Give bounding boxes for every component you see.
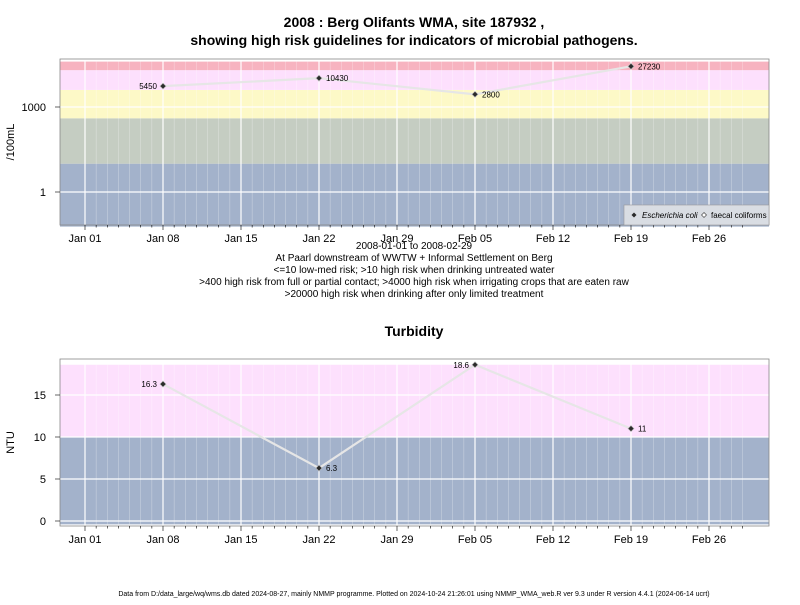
data-label: 5450 xyxy=(139,82,157,91)
data-point xyxy=(315,74,323,82)
turbidity-chart: Jan 01 Jan 08 Jan 15 Jan 22 Jan 29 Feb 05 Feb … xyxy=(5,358,770,546)
x-tick-label: Feb 19 xyxy=(614,534,648,546)
risk-band-2 xyxy=(60,89,769,119)
x-tick-label: Jan 29 xyxy=(380,233,413,245)
data-point xyxy=(471,361,479,369)
legend-label-ecoli: Escherichia coli xyxy=(642,211,698,220)
x-tick-label: Jan 08 xyxy=(146,233,179,245)
data-label: 6.3 xyxy=(326,464,338,473)
x-tick-label: Feb 12 xyxy=(536,233,570,245)
y-tick-label: 5 xyxy=(40,474,46,486)
x-tick-label: Feb 26 xyxy=(692,233,726,245)
microbial-chart: Jan 01 Jan 08 Jan 15 Jan 22 Jan 29 Feb 05 Feb … xyxy=(5,58,770,245)
y-axis-label: /100mL xyxy=(5,124,17,161)
x-tick-label: Jan 22 xyxy=(302,534,335,546)
data-label: 2800 xyxy=(482,90,500,99)
risk-band-1 xyxy=(60,364,769,437)
x-tick-label: Jan 29 xyxy=(380,534,413,546)
caption-site: At Paarl downstream of WWTW + Informal S… xyxy=(275,253,552,264)
data-point xyxy=(627,425,635,433)
y-tick-label: 0 xyxy=(40,516,46,528)
x-tick-label: Jan 22 xyxy=(302,233,335,245)
footer-note: Data from D:/data_large/wq/wms.db dated … xyxy=(118,591,709,598)
y-tick-label: 15 xyxy=(34,390,46,402)
x-tick-label: Feb 26 xyxy=(692,534,726,546)
legend-marker-ecoli xyxy=(631,212,637,218)
title-line-1: 2008 : Berg Olifants WMA, site 187932 , xyxy=(284,14,545,30)
title-line-2: showing high risk guidelines for indicat… xyxy=(190,32,637,48)
caption-treatment-risk: >20000 high risk when drinking after onl… xyxy=(285,289,544,300)
risk-band-1 xyxy=(60,118,769,164)
turbidity-title: Turbidity xyxy=(385,323,444,339)
data-point xyxy=(159,82,167,90)
x-tick-label: Jan 01 xyxy=(68,233,101,245)
x-tick-label: Jan 15 xyxy=(224,233,257,245)
series-line xyxy=(162,363,632,470)
data-point xyxy=(471,90,479,98)
data-point xyxy=(315,464,323,472)
x-tick-label: Feb 05 xyxy=(458,233,492,245)
y-axis-label: NTU xyxy=(5,431,17,454)
data-label: 11 xyxy=(638,425,647,434)
x-tick-label: Feb 05 xyxy=(458,534,492,546)
legend: Escherichia coli faecal coliforms xyxy=(623,204,770,226)
y-tick-label: 1 xyxy=(40,187,46,199)
risk-band-4 xyxy=(60,61,769,71)
plot-frame xyxy=(59,358,770,527)
x-tick-label: Jan 01 xyxy=(68,534,101,546)
plot-frame xyxy=(59,58,770,226)
data-point xyxy=(159,380,167,388)
y-tick-label: 10 xyxy=(34,432,46,444)
x-tick-label: Feb 19 xyxy=(614,233,648,245)
legend-box xyxy=(623,204,770,226)
caption-drinking-risk: <=10 low-med risk; >10 high risk when dr… xyxy=(274,265,556,276)
series-line xyxy=(162,65,632,96)
risk-band-3 xyxy=(60,70,769,90)
data-label: 27230 xyxy=(638,62,661,71)
risk-band-0 xyxy=(60,437,769,525)
x-tick-label: Jan 15 xyxy=(224,534,257,546)
legend-marker-faecal xyxy=(701,212,707,218)
caption-date-range: 2008-01-01 to 2008-02-29 xyxy=(356,241,473,252)
data-label: 18.6 xyxy=(453,361,469,370)
data-label: 16.3 xyxy=(141,380,157,389)
data-label: 10430 xyxy=(326,74,349,83)
x-tick-label: Jan 08 xyxy=(146,534,179,546)
caption-contact-risk: >400 high risk from full or partial cont… xyxy=(199,277,629,288)
legend-label-faecal: faecal coliforms xyxy=(711,211,767,220)
y-tick-label: 1000 xyxy=(22,102,46,114)
data-point xyxy=(627,62,635,70)
x-tick-label: Feb 12 xyxy=(536,534,570,546)
